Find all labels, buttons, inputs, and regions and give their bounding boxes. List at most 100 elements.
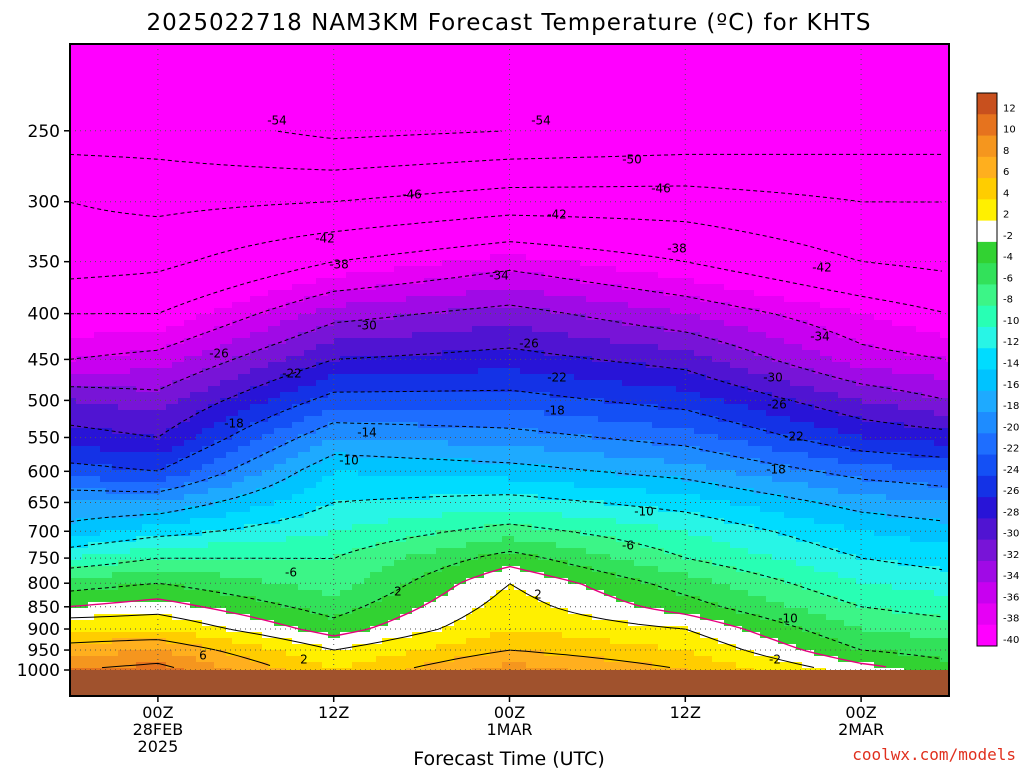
field-cell [286,542,293,549]
field-cell [286,158,293,165]
field-cell [100,200,107,207]
field-cell [142,116,149,123]
field-cell [88,164,95,171]
field-cell [268,638,275,645]
field-cell [124,572,131,579]
field-cell [304,218,311,225]
field-cell [124,542,131,549]
field-cell [178,494,185,501]
field-cell [136,140,143,147]
field-cell [94,128,101,135]
field-cell [202,80,209,87]
field-cell [220,620,227,627]
field-cell [196,182,203,189]
field-cell [226,338,233,345]
field-cell [100,302,107,309]
field-cell [142,542,149,549]
field-cell [136,362,143,369]
field-cell [214,524,221,531]
field-cell [160,182,167,189]
field-cell [322,92,329,99]
field-cell [322,482,329,489]
field-cell [76,302,83,309]
field-cell [226,614,233,621]
field-cell [166,422,173,429]
field-cell [340,188,347,195]
field-cell [166,518,173,525]
field-cell [238,218,245,225]
field-cell [262,206,269,213]
field-cell [298,86,305,93]
field-cell [172,452,179,459]
field-cell [292,230,299,237]
field-cell [154,620,161,627]
field-cell [214,200,221,207]
field-cell [268,614,275,621]
field-cell [316,548,323,555]
field-cell [298,440,305,447]
field-cell [148,278,155,285]
field-cell [250,128,257,135]
field-cell [178,302,185,309]
field-cell [118,284,125,291]
field-cell [238,548,245,555]
field-cell [172,74,179,81]
field-cell [316,398,323,405]
field-cell [76,290,83,297]
field-cell [190,104,197,111]
field-cell [286,308,293,315]
field-cell [328,482,335,489]
field-cell [124,260,131,267]
field-cell [136,566,143,573]
field-cell [310,74,317,81]
field-cell [226,662,233,669]
field-cell [268,350,275,357]
field-cell [118,506,125,513]
field-cell [94,548,101,555]
field-cell [196,572,203,579]
field-cell [214,446,221,453]
field-cell [166,242,173,249]
field-cell [316,200,323,207]
field-cell [94,62,101,69]
field-cell [256,116,263,123]
field-cell [250,80,257,87]
field-cell [124,410,131,417]
field-cell [82,362,89,369]
field-cell [178,56,185,63]
field-cell [82,524,89,531]
field-cell [100,104,107,111]
field-cell [340,212,347,219]
field-cell [208,242,215,249]
field-cell [286,152,293,159]
field-cell [130,98,137,105]
field-cell [292,494,299,501]
field-cell [124,644,131,651]
field-cell [172,404,179,411]
field-cell [244,554,251,561]
field-cell [76,434,83,441]
field-cell [142,194,149,201]
field-cell [286,248,293,255]
field-cell [202,152,209,159]
field-cell [268,92,275,99]
field-cell [244,212,251,219]
field-cell [154,278,161,285]
field-cell [136,182,143,189]
field-cell [286,80,293,87]
field-cell [76,470,83,477]
field-cell [232,80,239,87]
field-cell [172,182,179,189]
field-cell [322,560,329,567]
field-cell [118,620,125,627]
field-cell [286,536,293,543]
field-cell [298,404,305,411]
field-cell [88,116,95,123]
field-cell [262,656,269,663]
field-cell [202,248,209,255]
field-cell [220,662,227,669]
field-cell [148,620,155,627]
field-cell [106,356,113,363]
field-cell [340,344,347,351]
field-cell [340,110,347,117]
